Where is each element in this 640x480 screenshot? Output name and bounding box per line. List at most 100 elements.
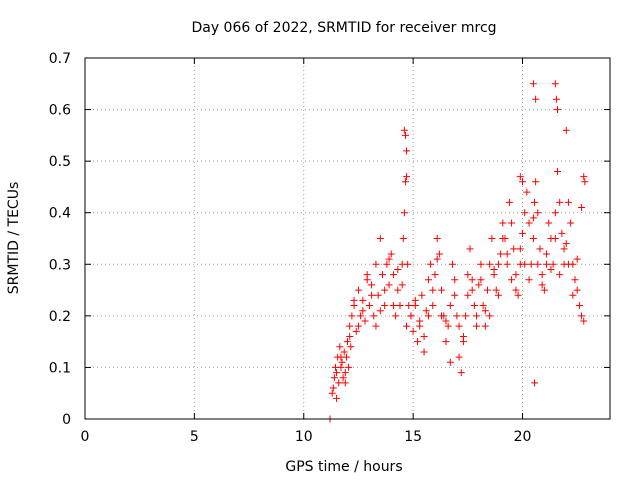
data-point xyxy=(540,286,548,294)
data-point xyxy=(354,322,362,330)
data-point xyxy=(346,322,354,330)
data-point xyxy=(341,379,349,387)
data-point xyxy=(403,322,411,330)
data-point xyxy=(514,291,522,299)
data-point xyxy=(337,363,345,371)
data-point xyxy=(433,235,441,242)
y-tick-label: 0.1 xyxy=(49,360,71,376)
data-points xyxy=(326,80,589,423)
data-point xyxy=(409,327,417,335)
data-point xyxy=(525,276,533,284)
y-tick-label: 0 xyxy=(62,412,71,428)
x-tick-label: 15 xyxy=(404,429,422,445)
data-point xyxy=(503,260,511,268)
data-point xyxy=(573,286,581,294)
data-point xyxy=(534,209,542,217)
data-point xyxy=(422,307,430,315)
data-point xyxy=(387,250,395,258)
data-point xyxy=(354,286,362,294)
data-point xyxy=(477,260,485,268)
data-point xyxy=(383,260,391,268)
data-point xyxy=(396,302,404,310)
data-point xyxy=(381,286,389,294)
data-point xyxy=(494,260,502,268)
data-point xyxy=(379,271,386,279)
data-point xyxy=(529,235,537,242)
y-tick-label: 0.7 xyxy=(49,51,71,67)
data-point xyxy=(508,219,516,227)
data-point xyxy=(359,296,367,304)
data-point xyxy=(567,219,575,227)
data-point xyxy=(345,363,353,371)
data-point xyxy=(578,312,586,320)
data-point xyxy=(503,250,511,258)
data-point xyxy=(564,198,572,206)
data-point xyxy=(562,126,570,134)
data-point xyxy=(344,338,351,346)
x-axis-label: GPS time / hours xyxy=(285,459,402,475)
data-point xyxy=(516,245,524,253)
data-point xyxy=(556,198,564,206)
data-point xyxy=(519,229,526,237)
data-point xyxy=(532,178,540,186)
data-point xyxy=(521,260,529,268)
y-tick-label: 0.3 xyxy=(49,257,71,273)
data-point xyxy=(523,188,531,196)
data-point xyxy=(385,255,393,263)
data-point xyxy=(337,353,345,361)
data-point xyxy=(420,348,428,356)
data-point xyxy=(564,260,572,268)
data-point xyxy=(451,276,459,284)
data-point xyxy=(543,250,551,258)
data-point xyxy=(558,229,566,237)
data-point xyxy=(330,374,338,382)
data-point xyxy=(499,219,507,227)
data-point xyxy=(368,281,376,289)
data-point xyxy=(519,178,526,186)
data-point xyxy=(376,235,384,242)
data-point xyxy=(475,281,483,289)
data-point xyxy=(418,291,426,299)
data-point xyxy=(462,312,470,320)
data-point xyxy=(486,260,494,268)
data-point xyxy=(464,271,472,279)
data-point xyxy=(468,276,476,284)
data-point xyxy=(580,173,588,181)
data-point xyxy=(389,302,397,310)
data-point xyxy=(573,255,581,263)
data-point xyxy=(381,302,389,310)
data-point xyxy=(505,198,513,206)
chart-title: Day 066 of 2022, SRMTID for receiver mrc… xyxy=(191,20,496,36)
data-point xyxy=(400,209,408,217)
data-point xyxy=(473,312,481,320)
data-point xyxy=(532,95,540,103)
data-point xyxy=(494,291,502,299)
data-point xyxy=(446,358,454,366)
data-point xyxy=(346,332,354,340)
data-point xyxy=(481,322,489,330)
x-tick-label: 20 xyxy=(514,429,532,445)
data-point xyxy=(516,173,524,181)
data-point xyxy=(372,260,380,268)
data-point xyxy=(468,286,476,294)
data-point xyxy=(549,260,557,268)
data-point xyxy=(547,265,555,273)
data-point xyxy=(466,245,474,253)
grid xyxy=(85,58,610,419)
y-tick-label: 0.4 xyxy=(49,206,71,222)
data-point xyxy=(385,281,393,289)
data-point xyxy=(580,317,588,325)
data-point xyxy=(404,260,412,268)
data-point xyxy=(363,276,371,284)
data-point xyxy=(578,204,586,212)
data-point xyxy=(451,291,459,299)
data-point xyxy=(394,286,402,294)
x-tick-label: 0 xyxy=(81,429,90,445)
y-tick-label: 0.6 xyxy=(49,103,71,119)
data-point xyxy=(575,302,583,310)
data-point xyxy=(407,312,415,320)
data-point xyxy=(484,286,491,294)
data-point xyxy=(376,307,384,315)
x-tick-label: 5 xyxy=(190,429,199,445)
